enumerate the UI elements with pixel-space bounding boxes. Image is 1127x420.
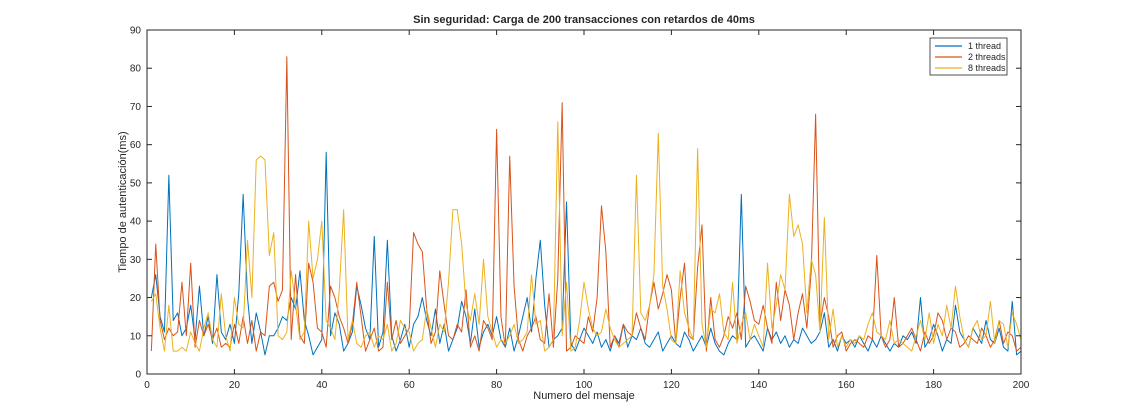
legend-label: 1 thread: [968, 41, 1001, 51]
y-tick-label: 20: [130, 293, 142, 304]
x-tick-label: 20: [229, 380, 241, 391]
x-tick-label: 140: [750, 380, 767, 391]
x-tick-label: 100: [576, 380, 593, 391]
y-tick-label: 10: [130, 331, 142, 342]
x-tick-label: 160: [838, 380, 855, 391]
series-layer: [150, 56, 1022, 356]
y-tick-label: 90: [130, 26, 142, 37]
plot-area: [146, 29, 1022, 375]
y-tick-label: 80: [130, 64, 142, 75]
x-axis-label: Numero del mensaje: [533, 390, 635, 402]
x-tick-label: 60: [404, 380, 416, 391]
y-tick-label: 60: [130, 140, 142, 151]
series-line-2-threads: [150, 56, 1022, 352]
legend-label: 2 threads: [968, 52, 1006, 62]
x-tick-label: 120: [663, 380, 680, 391]
y-tick-label: 50: [130, 178, 142, 189]
y-tick-label: 40: [130, 217, 142, 228]
y-tick-label: 30: [130, 255, 142, 266]
chart-title: Sin seguridad: Carga de 200 transaccione…: [413, 14, 755, 26]
ticks-layer: 0 20 40 60 80 100 120 140 160 180 200 0 10 20 30 40 50 60…: [130, 26, 1030, 392]
legend-label: 8 threads: [968, 63, 1006, 73]
y-axis-label: Tiempo de autenticación(ms): [117, 131, 129, 272]
x-tick-label: 200: [1013, 380, 1030, 391]
x-tick-label: 180: [925, 380, 942, 391]
y-tick-label: 70: [130, 102, 142, 113]
x-tick-label: 0: [144, 380, 150, 391]
x-tick-label: 80: [491, 380, 503, 391]
x-tick-label: 40: [316, 380, 328, 391]
y-tick-label: 0: [135, 370, 141, 381]
series-line-8-threads: [150, 121, 1022, 352]
